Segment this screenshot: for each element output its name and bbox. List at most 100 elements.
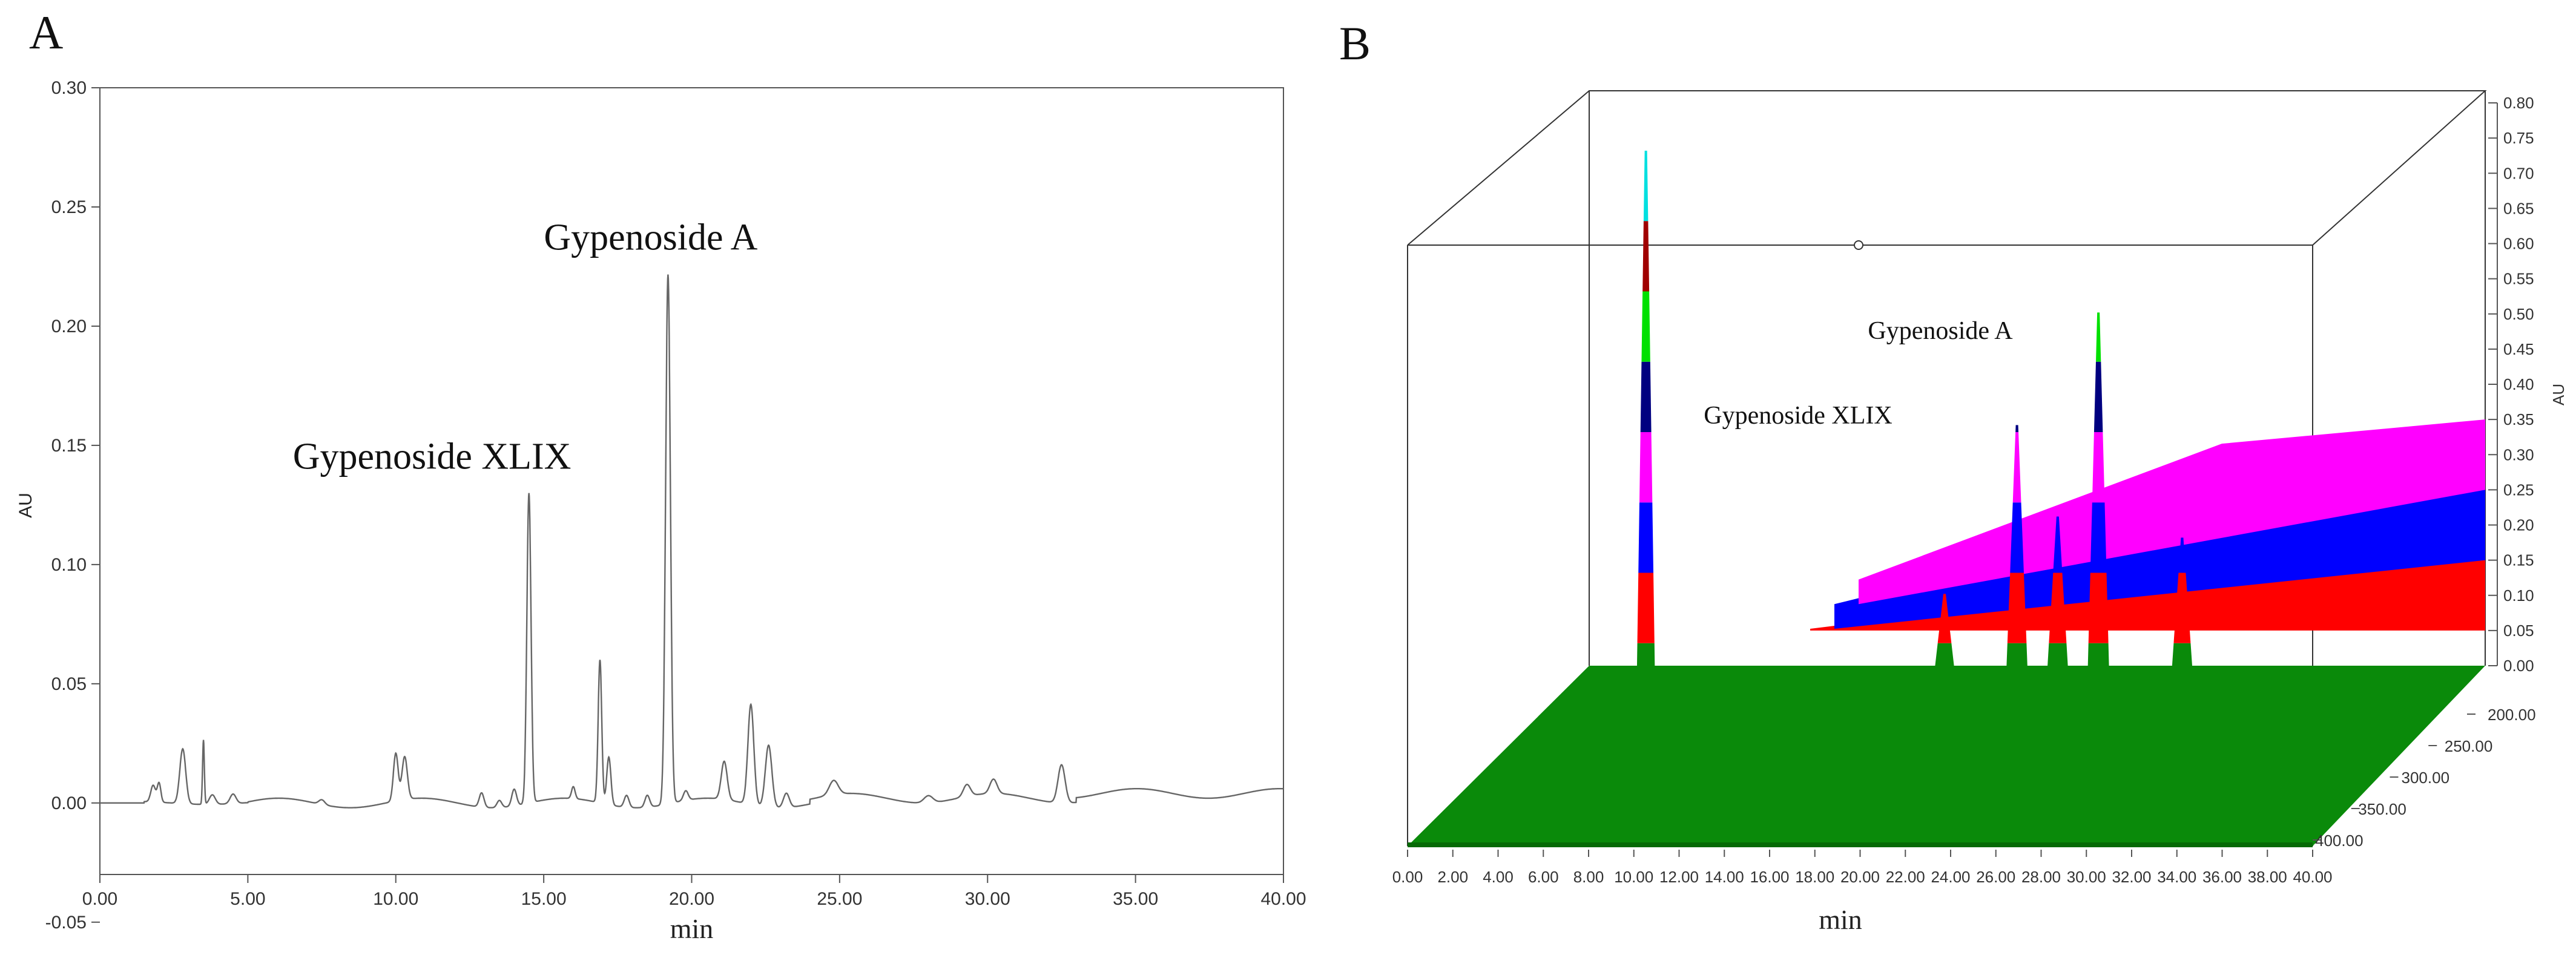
x-tick-label: 5.00	[230, 889, 265, 909]
x-tick-label: 12.00	[1659, 868, 1699, 886]
x-tick-label: 4.00	[1483, 868, 1514, 886]
z-tick-label: 0.75	[2503, 129, 2534, 147]
peak-4	[2087, 312, 2110, 678]
x-tick-label: 14.00	[1705, 868, 1744, 886]
z-tick-label: 0.70	[2503, 164, 2534, 182]
chart-a: 0.30 0.25 0.20 0.15 0.10 0.05 0.00 -0.05 0.00 5.0…	[16, 78, 1306, 944]
peak-band	[2015, 425, 2019, 432]
x-tick-label: 36.00	[2202, 868, 2242, 886]
peak-band	[2093, 361, 2103, 432]
peak-band	[2095, 312, 2101, 362]
peak-band	[2088, 573, 2109, 643]
y-tick-label: 0.20	[51, 317, 87, 336]
z-axis-label: AU	[2549, 384, 2568, 405]
x-tick-label: 30.00	[2067, 868, 2106, 886]
depth-tick-label: 250.00	[2445, 737, 2493, 755]
peak-band	[1640, 361, 1652, 432]
z-tick-label: 0.20	[2503, 516, 2534, 534]
y-tick-label: -0.05	[45, 913, 87, 933]
y-tick-label: 0.15	[51, 436, 87, 456]
peak-annotation: Gypenoside XLIX	[1704, 402, 1892, 430]
x-tick-label: 28.00	[2021, 868, 2061, 886]
x-tick-label: 8.00	[1573, 868, 1604, 886]
z-tick-label: 0.15	[2503, 551, 2534, 569]
peak-band	[1637, 573, 1655, 643]
rotate-handle	[1854, 240, 1863, 250]
x-tick-label: 32.00	[2112, 868, 2151, 886]
x-tick-label: 0.00	[1392, 868, 1423, 886]
x-tick-label: 20.00	[669, 889, 714, 909]
plot-frame-a	[99, 87, 1284, 875]
x-tick-label: 16.00	[1750, 868, 1789, 886]
peak-annotation: Gypenoside XLIX	[293, 436, 572, 477]
x-tick-label: 30.00	[965, 889, 1010, 909]
x-tick-label: 40.00	[2293, 868, 2332, 886]
peak-5	[2171, 537, 2193, 678]
z-tick-label: 0.25	[2503, 481, 2534, 499]
wall-band-2	[1834, 490, 2485, 629]
x-axis-label: min	[670, 913, 714, 944]
peak-band	[1641, 291, 1650, 362]
depth-tick-label: 200.00	[2488, 706, 2536, 724]
x-tick-label: 20.00	[1840, 868, 1880, 886]
x-axis-label: min	[1819, 904, 1862, 935]
depth-tick-label: 350.00	[2358, 800, 2406, 818]
x-tick-label: 24.00	[1931, 868, 1970, 886]
peak-band	[2087, 643, 2110, 678]
x-tick-label: 26.00	[1976, 868, 2015, 886]
floor-front-edge	[1408, 842, 2313, 847]
peak-0	[1636, 150, 1655, 678]
z-tick-label: 0.60	[2503, 235, 2534, 253]
x-tick-label: 18.00	[1795, 868, 1834, 886]
peak-band	[2173, 573, 2191, 643]
x-tick-label: 34.00	[2157, 868, 2196, 886]
peak-band	[2010, 502, 2024, 573]
chromatogram-trace	[100, 274, 1283, 809]
peak-band	[2053, 516, 2063, 573]
peak-band	[1638, 502, 1654, 573]
x-tick-label: 40.00	[1260, 889, 1306, 909]
peak-band	[2049, 573, 2067, 643]
y-axis-label: AU	[16, 493, 36, 518]
x-tick-label: 22.00	[1886, 868, 1925, 886]
z-tick-label: 0.10	[2503, 586, 2534, 605]
z-tick-label: 0.05	[2503, 622, 2534, 640]
x-tick-label: 25.00	[817, 889, 862, 909]
peak-band	[1636, 643, 1655, 678]
x-tick-label: 15.00	[521, 889, 567, 909]
y-tick-label: 0.30	[51, 78, 87, 98]
x-tick-label: 35.00	[1113, 889, 1158, 909]
panel-b-label: B	[1339, 17, 1371, 70]
x-tick-label: 38.00	[2248, 868, 2287, 886]
box-top-edge	[1407, 90, 2487, 246]
y-tick-label: 0.00	[51, 793, 87, 813]
peak-annotation: Gypenoside A	[544, 217, 757, 258]
peak-band	[1934, 643, 1955, 678]
z-tick-label: 0.80	[2503, 94, 2534, 112]
panel-a-label: A	[29, 6, 63, 59]
z-tick-label: 0.45	[2503, 340, 2534, 358]
depth-tick-label: 300.00	[2402, 769, 2450, 787]
peak-band	[2090, 502, 2107, 573]
z-tick-label: 0.65	[2503, 199, 2534, 217]
x-tick-label: 6.00	[1528, 868, 1559, 886]
peak-band	[2006, 643, 2028, 678]
x-tick-label: 10.00	[373, 889, 418, 909]
z-tick-label: 0.40	[2503, 375, 2534, 393]
z-tick-label: 0.35	[2503, 410, 2534, 428]
peak-2	[2006, 425, 2028, 678]
floor-surface	[1408, 666, 2485, 846]
peak-band	[1642, 221, 1650, 292]
x-tick-label: 0.00	[82, 889, 117, 909]
peak-band	[1639, 431, 1653, 503]
y-tick-label: 0.25	[51, 197, 87, 217]
peak-band	[1643, 150, 1649, 221]
z-tick-label: 0.50	[2503, 305, 2534, 323]
z-tick-label: 0.00	[2503, 657, 2534, 675]
depth-tick-label: 400.00	[2315, 832, 2364, 850]
x-tick-label: 2.00	[1437, 868, 1468, 886]
y-tick-label: 0.10	[51, 555, 87, 575]
peak-1	[1934, 594, 1955, 678]
peak-band	[2092, 431, 2105, 503]
